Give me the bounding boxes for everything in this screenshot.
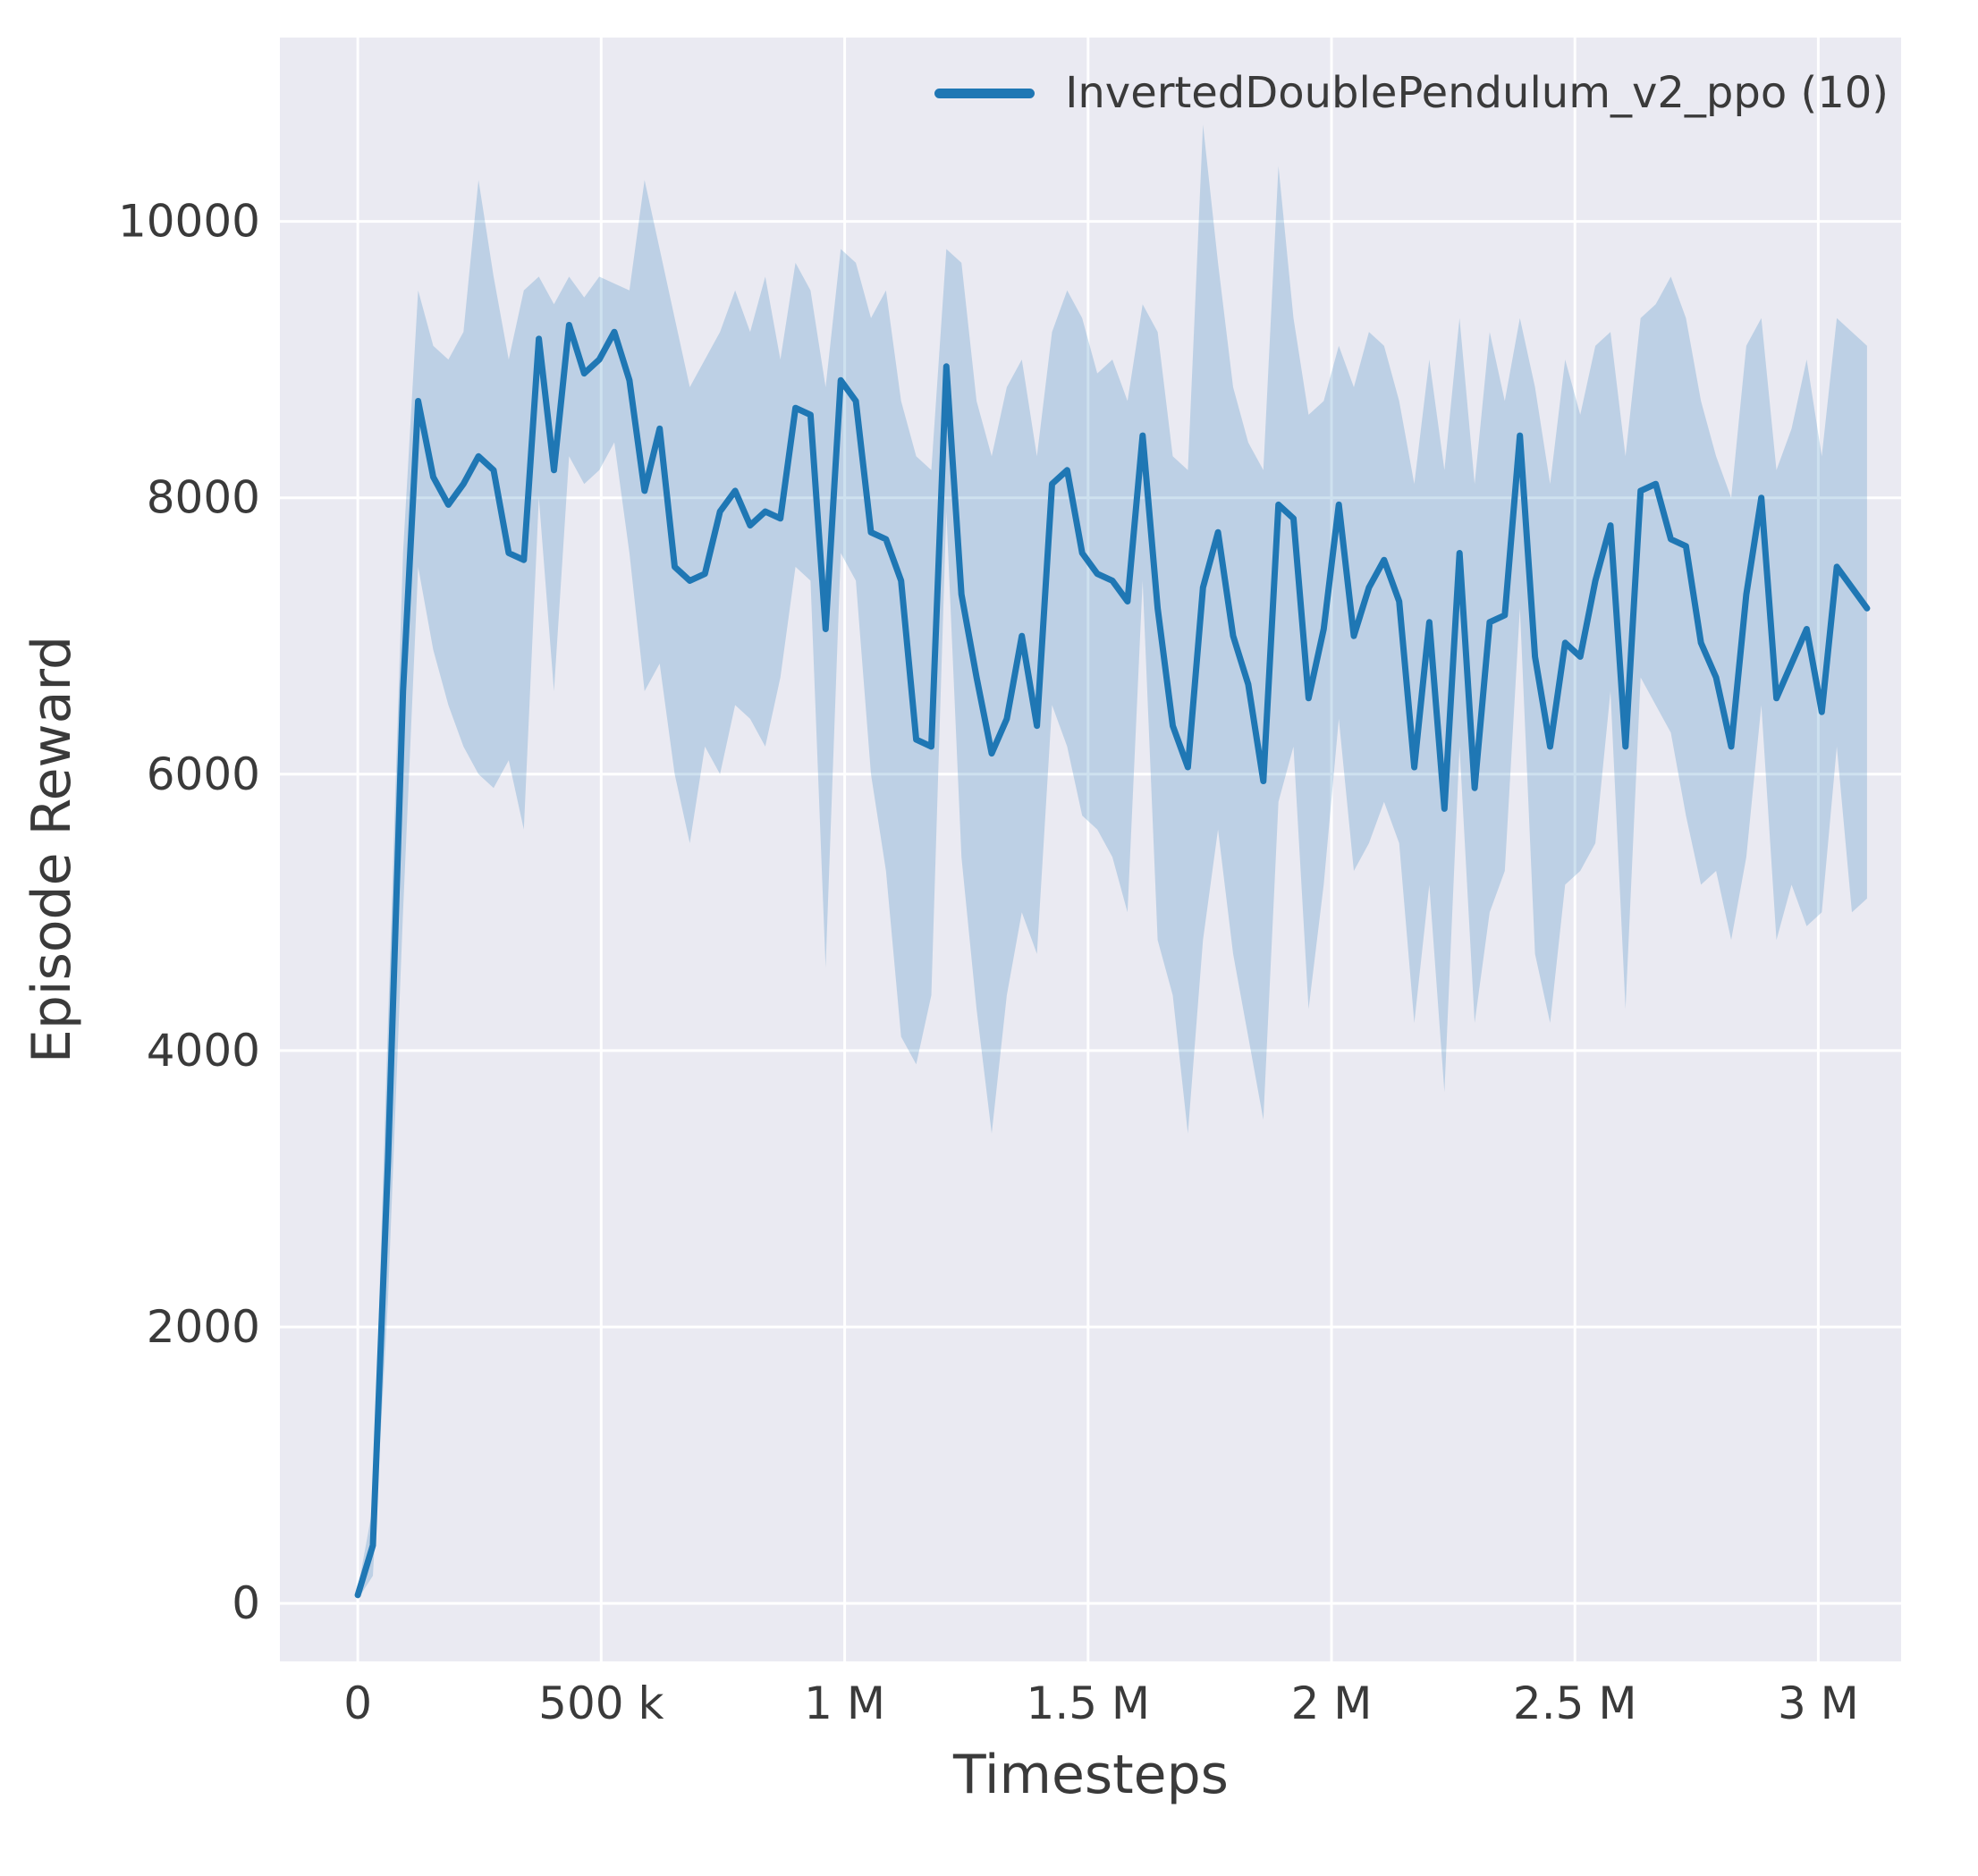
x-tick-label: 2.5 M (1513, 1677, 1637, 1729)
y-axis-label: Episode Reward (21, 635, 83, 1064)
x-tick-label: 0 (343, 1677, 372, 1729)
y-tick-label: 4000 (147, 1025, 260, 1077)
x-tick-label: 3 M (1778, 1677, 1859, 1729)
plot-area (280, 38, 1901, 1661)
legend: InvertedDoublePendulum_v2_ppo (10) (934, 68, 1889, 118)
x-tick-label: 2 M (1291, 1677, 1373, 1729)
x-tick-label: 1 M (804, 1677, 885, 1729)
x-tick-label: 1.5 M (1027, 1677, 1151, 1729)
y-tick-label: 10000 (118, 196, 260, 248)
legend-label: InvertedDoublePendulum_v2_ppo (10) (1065, 68, 1889, 118)
y-tick-label: 8000 (147, 472, 260, 524)
y-tick-label: 2000 (147, 1301, 260, 1353)
y-tick-label: 6000 (147, 748, 260, 800)
legend-line-swatch-icon (934, 88, 1035, 98)
x-axis-label: Timesteps (953, 1744, 1229, 1806)
mean-reward-line (354, 322, 1871, 1599)
x-tick-label: 500 k (538, 1677, 664, 1729)
y-tick-label: 0 (232, 1577, 260, 1629)
